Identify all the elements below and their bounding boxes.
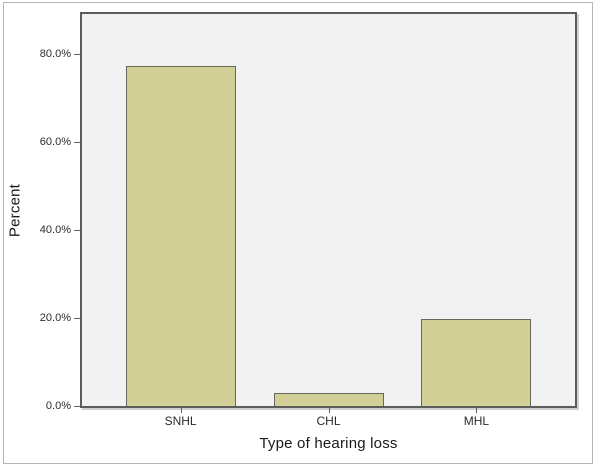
x-tick-mark <box>476 408 478 413</box>
y-tick-mark <box>74 229 80 231</box>
x-tick-label: SNHL <box>164 414 197 428</box>
plot-area <box>80 12 577 408</box>
x-axis-title: Type of hearing loss <box>259 435 398 452</box>
y-tick-label: 0.0% <box>45 400 71 412</box>
y-tick-mark <box>74 317 80 319</box>
y-tick-mark <box>74 406 80 407</box>
y-tick-mark <box>74 53 80 55</box>
y-tick-label: 40.0% <box>39 223 71 236</box>
y-tick-label: 20.0% <box>39 311 71 324</box>
x-tick-label: MHL <box>463 414 490 428</box>
y-axis-title: Percent <box>6 183 24 238</box>
x-tick-label: CHL <box>316 414 341 428</box>
bar-snhl <box>125 66 236 406</box>
bar-mhl <box>421 319 532 406</box>
x-tick-mark <box>180 408 182 413</box>
x-tick-mark <box>328 408 330 413</box>
y-tick-mark <box>74 141 80 143</box>
y-tick-label: 60.0% <box>39 135 71 148</box>
y-tick-label: 80.0% <box>39 47 71 60</box>
bar-chl <box>273 393 384 406</box>
